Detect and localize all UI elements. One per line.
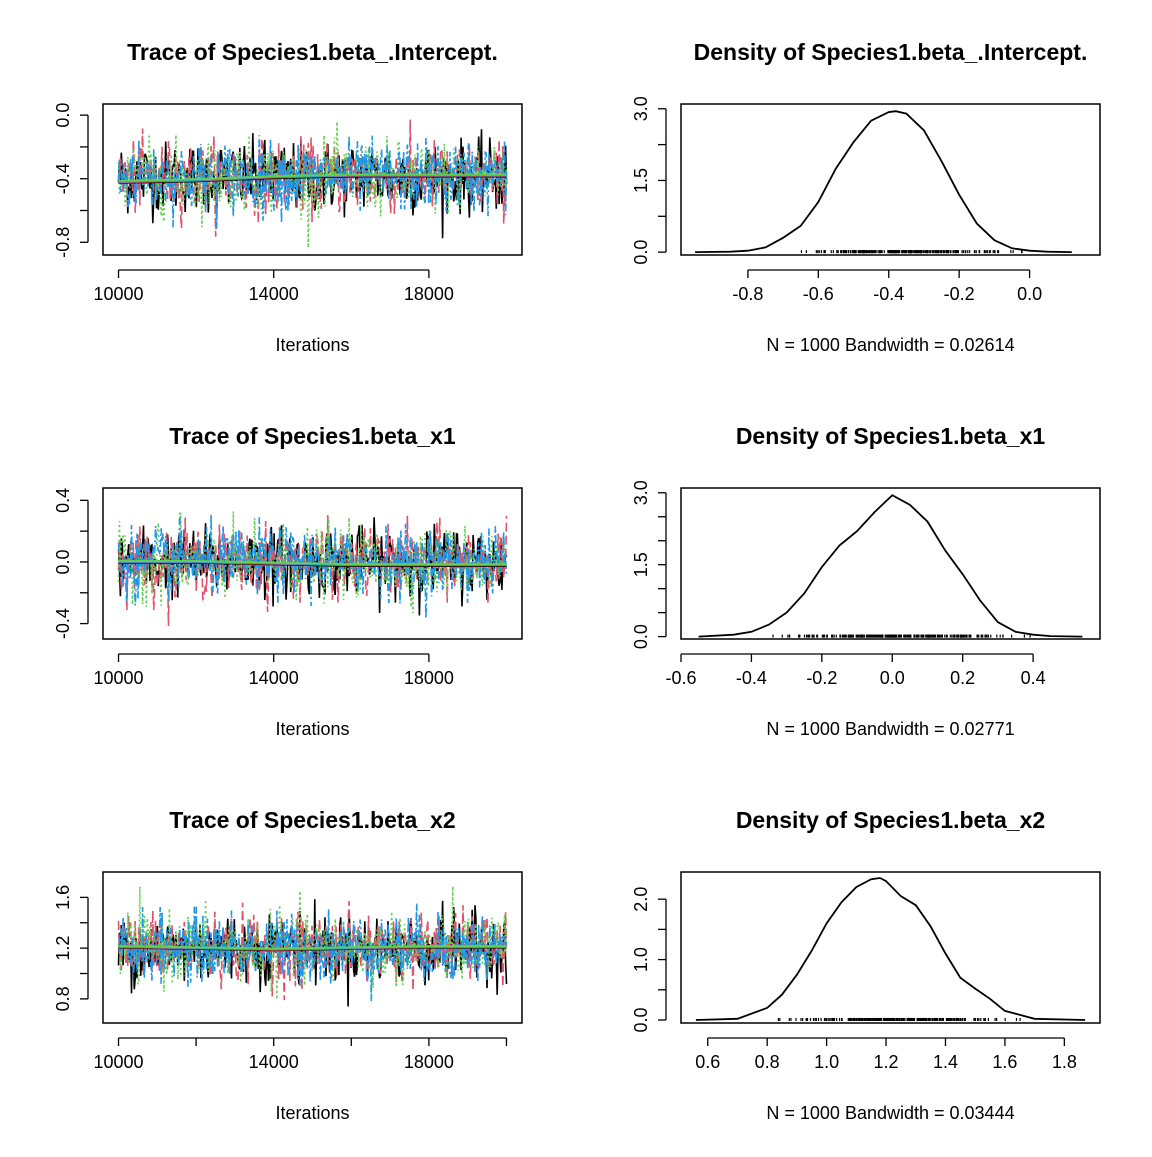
x-tick-label: 1.4 bbox=[933, 1052, 958, 1072]
x-tick-label: 18000 bbox=[404, 284, 454, 304]
panel-5: Trace of Species1.beta_x2 10000 14000 18000… bbox=[53, 807, 523, 1123]
x-tick-label: 18000 bbox=[404, 668, 454, 688]
density-curve bbox=[695, 877, 1086, 1021]
trace-smooth-line bbox=[118, 945, 507, 950]
x-tick-label: -0.2 bbox=[944, 284, 975, 304]
trace-smooth-line bbox=[118, 173, 507, 182]
x-tick-label: 0.8 bbox=[755, 1052, 780, 1072]
x-tick-label: -0.2 bbox=[806, 668, 837, 688]
x-tick-label: 10000 bbox=[93, 1052, 143, 1072]
x-axis-label: N = 1000 Bandwidth = 0.02614 bbox=[766, 335, 1014, 355]
x-tick-label: 0.6 bbox=[695, 1052, 720, 1072]
panel-title: Trace of Species1.beta_x2 bbox=[169, 807, 455, 833]
trace-chain-3 bbox=[117, 121, 508, 248]
y-tick-label: 1.5 bbox=[631, 168, 651, 193]
trace-chain-4 bbox=[117, 903, 508, 1002]
panel-title: Density of Species1.beta_x2 bbox=[736, 807, 1045, 833]
plot-area bbox=[695, 110, 1072, 254]
y-tick-label: -0.4 bbox=[53, 163, 73, 194]
y-tick-label: 0.4 bbox=[53, 488, 73, 513]
y-tick-label: 1.5 bbox=[631, 552, 651, 577]
x-tick-label: 18000 bbox=[404, 1052, 454, 1072]
plot-frame bbox=[680, 487, 1101, 640]
plot-area bbox=[698, 494, 1083, 638]
trace-chain-4 bbox=[117, 513, 508, 619]
y-tick-label: 0.0 bbox=[631, 1007, 651, 1032]
plot-area bbox=[695, 877, 1086, 1021]
panel-2: Density of Species1.beta_.Intercept. -0.8… bbox=[631, 39, 1101, 355]
y-tick-label: 1.6 bbox=[53, 885, 73, 910]
x-axis-label: Iterations bbox=[275, 1103, 349, 1123]
y-tick-label: 1.0 bbox=[631, 947, 651, 972]
x-tick-label: 0.0 bbox=[1017, 284, 1042, 304]
x-axis-label: Iterations bbox=[275, 719, 349, 739]
panel-title: Density of Species1.beta_x1 bbox=[736, 423, 1046, 449]
x-tick-label: 1.8 bbox=[1052, 1052, 1077, 1072]
plot-area bbox=[117, 511, 508, 627]
x-tick-label: 10000 bbox=[93, 668, 143, 688]
plot-frame bbox=[680, 103, 1101, 256]
plot-frame bbox=[680, 871, 1101, 1024]
y-tick-label: 0.0 bbox=[53, 549, 73, 574]
y-tick-label: -0.4 bbox=[53, 608, 73, 639]
y-tick-label: 3.0 bbox=[631, 480, 651, 505]
panel-6: Density of Species1.beta_x2 0.6 0.8 1.0 1.2 1… bbox=[631, 807, 1101, 1123]
y-tick-label: -0.8 bbox=[53, 227, 73, 258]
plot-frame bbox=[102, 103, 523, 256]
y-tick-label: 0.8 bbox=[53, 986, 73, 1011]
x-tick-label: -0.6 bbox=[803, 284, 834, 304]
plot-frame bbox=[102, 871, 523, 1024]
panel-3: Trace of Species1.beta_x1 10000 14000 18000… bbox=[53, 423, 523, 739]
x-axis-label: Iterations bbox=[275, 335, 349, 355]
x-tick-label: 10000 bbox=[93, 284, 143, 304]
x-tick-label: 1.6 bbox=[992, 1052, 1017, 1072]
y-tick-label: 3.0 bbox=[631, 96, 651, 121]
panel-title: Density of Species1.beta_.Intercept. bbox=[694, 39, 1088, 65]
trace-smooth-line bbox=[118, 560, 507, 566]
x-tick-label: -0.6 bbox=[665, 668, 696, 688]
panel-1: Trace of Species1.beta_.Intercept. 10000 1… bbox=[53, 39, 523, 355]
plot-area bbox=[117, 119, 508, 248]
panel-title: Trace of Species1.beta_.Intercept. bbox=[127, 39, 498, 65]
y-tick-label: 0.0 bbox=[631, 624, 651, 649]
density-curve bbox=[695, 110, 1072, 253]
density-curve bbox=[698, 494, 1083, 638]
y-tick-label: 1.2 bbox=[53, 936, 73, 961]
x-tick-label: 1.2 bbox=[874, 1052, 899, 1072]
x-tick-label: 0.0 bbox=[880, 668, 905, 688]
panel-title: Trace of Species1.beta_x1 bbox=[169, 423, 456, 449]
x-tick-label: 1.0 bbox=[814, 1052, 839, 1072]
y-tick-label: 2.0 bbox=[631, 887, 651, 912]
panel-4: Density of Species1.beta_x1 -0.6 -0.4 -0.2 0… bbox=[631, 423, 1101, 739]
x-axis-label: N = 1000 Bandwidth = 0.03444 bbox=[766, 1103, 1014, 1123]
x-tick-label: 14000 bbox=[249, 668, 299, 688]
x-tick-label: 14000 bbox=[249, 1052, 299, 1072]
plot-area bbox=[117, 886, 508, 1007]
y-tick-label: 0.0 bbox=[53, 103, 73, 128]
x-tick-label: -0.4 bbox=[736, 668, 767, 688]
trace-chain-4 bbox=[117, 135, 508, 229]
x-tick-label: 14000 bbox=[249, 284, 299, 304]
plot-frame bbox=[102, 487, 523, 640]
x-axis-label: N = 1000 Bandwidth = 0.02771 bbox=[766, 719, 1014, 739]
x-tick-label: 0.2 bbox=[950, 668, 975, 688]
x-tick-label: -0.8 bbox=[732, 284, 763, 304]
x-tick-label: 0.4 bbox=[1021, 668, 1046, 688]
x-tick-label: -0.4 bbox=[873, 284, 904, 304]
y-tick-label: 0.0 bbox=[631, 240, 651, 265]
